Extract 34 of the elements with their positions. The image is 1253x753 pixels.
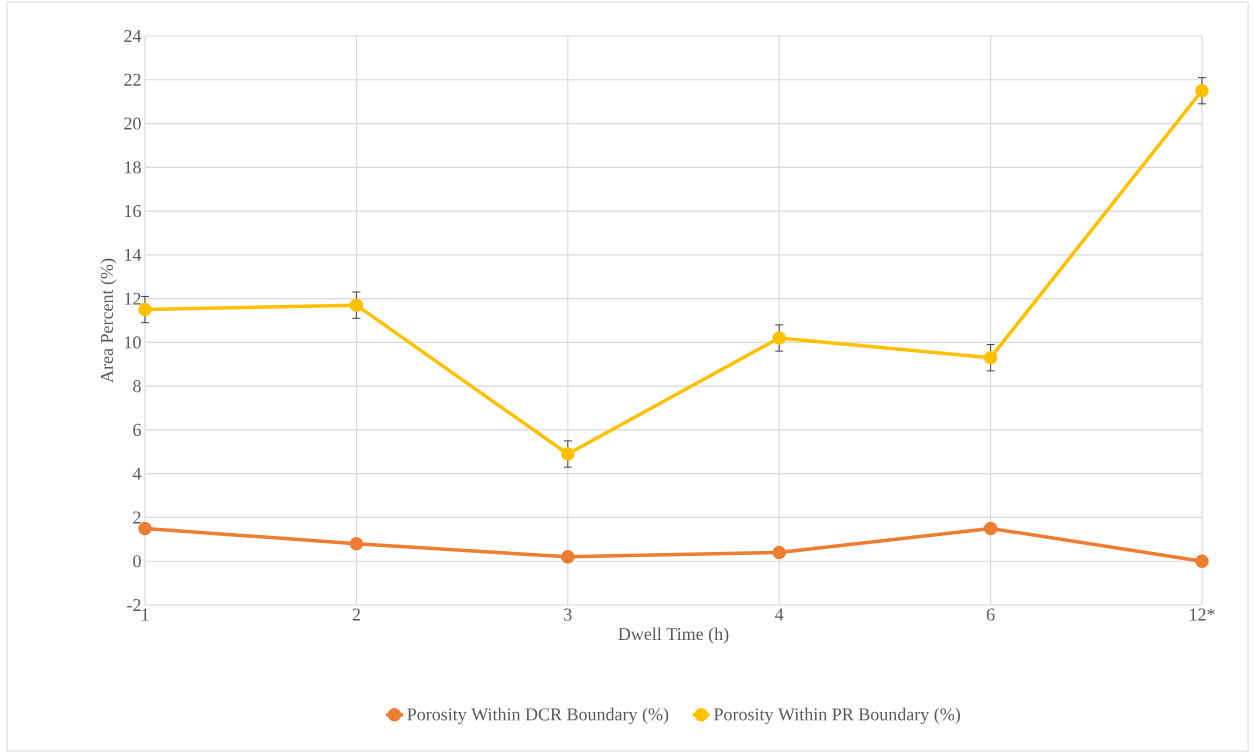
x-axis-title: Dwell Time (h) bbox=[618, 627, 729, 644]
y-tick-label: 8 bbox=[133, 380, 141, 393]
y-tick-label: 6 bbox=[133, 423, 141, 436]
x-tick-label: 1 bbox=[142, 608, 149, 621]
point bbox=[983, 521, 998, 536]
x-tick-label: 6 bbox=[986, 608, 995, 621]
y-tick-label: 22 bbox=[124, 73, 141, 86]
y-tick-label: 20 bbox=[124, 117, 141, 130]
y-tick-label: 16 bbox=[125, 205, 141, 218]
point bbox=[1195, 83, 1209, 98]
y-tick-label: 4 bbox=[132, 467, 142, 480]
y-tick-label: 18 bbox=[125, 161, 141, 174]
point bbox=[561, 550, 575, 564]
x-tick-label: 2 bbox=[352, 608, 360, 621]
point bbox=[349, 298, 364, 312]
y-tick-label: 2 bbox=[133, 511, 141, 524]
y-axis-title: Area Percent (%) bbox=[100, 258, 117, 383]
y-tick-label: 14 bbox=[125, 248, 142, 261]
x-tick-label: 4 bbox=[775, 608, 784, 621]
y-tick-label: 0 bbox=[133, 555, 141, 568]
legend-label: Porosity Within DCR Boundary (%) bbox=[407, 707, 669, 725]
y-tick-label: 24 bbox=[124, 30, 142, 42]
point bbox=[772, 545, 786, 560]
point bbox=[1195, 554, 1209, 568]
legend-label: Porosity Within PR Boundary (%) bbox=[714, 707, 960, 725]
point bbox=[349, 536, 364, 551]
y-tick-label: 12 bbox=[125, 292, 141, 305]
y-tick-label: -2 bbox=[127, 599, 141, 611]
y-tick-label: 10 bbox=[125, 336, 141, 349]
x-tick-label: 12* bbox=[1190, 608, 1215, 621]
point bbox=[561, 447, 575, 461]
x-tick-label: 3 bbox=[564, 608, 572, 621]
point bbox=[983, 350, 998, 365]
point bbox=[772, 331, 786, 345]
